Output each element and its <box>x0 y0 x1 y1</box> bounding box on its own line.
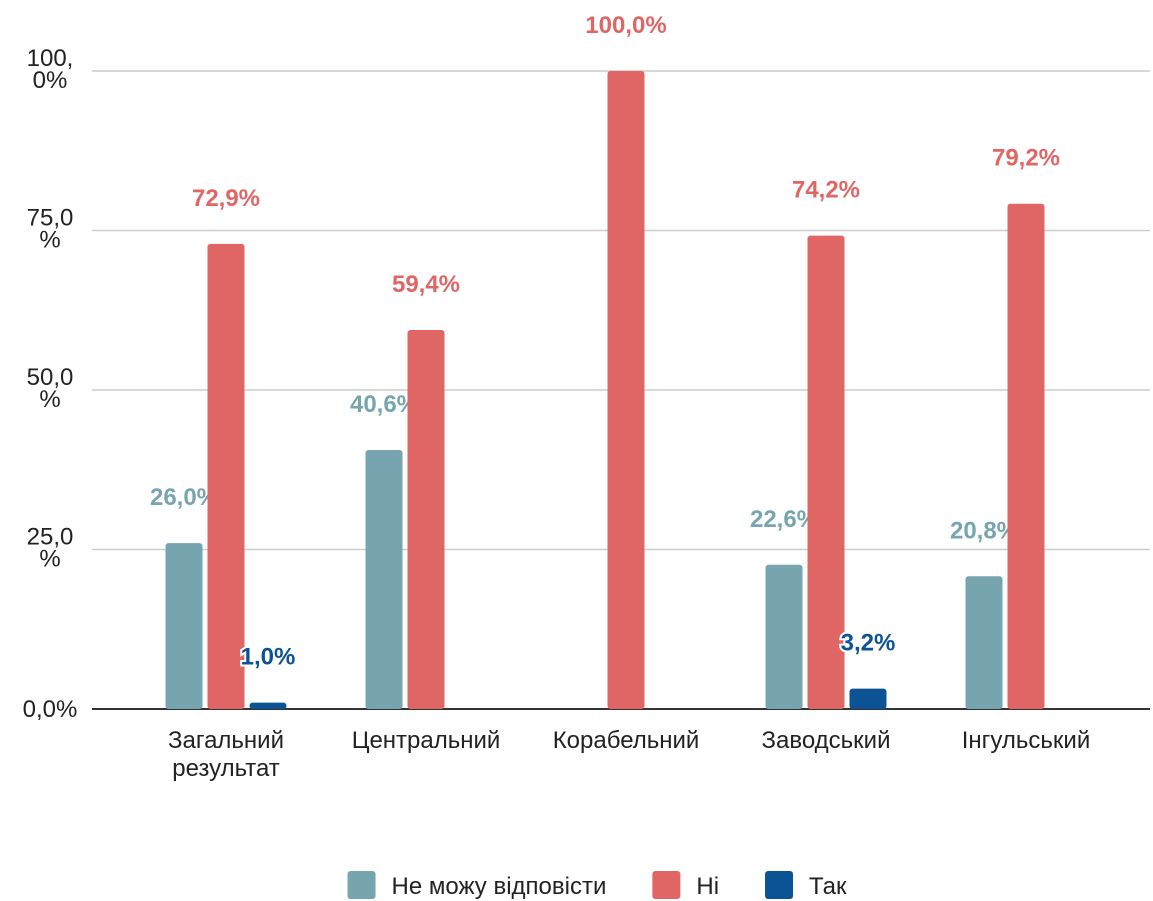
x-tick-label: Загальний результат <box>168 727 284 782</box>
y-tick-label: 0,0% <box>23 696 78 723</box>
value-label: 59,4% <box>392 271 460 298</box>
value-label: 79,2% <box>992 145 1060 172</box>
bar <box>1007 203 1045 710</box>
legend-swatch <box>765 871 794 899</box>
x-tick-label: Інгульський <box>962 727 1090 754</box>
y-tick-label: 100, 0% <box>27 45 74 94</box>
bar <box>207 243 245 709</box>
bar <box>607 71 645 709</box>
legend-label: Ні <box>696 873 719 900</box>
y-tick-label: 50,0% <box>27 364 74 413</box>
bar <box>165 543 203 709</box>
value-label: 3,2% <box>841 630 896 657</box>
bar <box>249 702 287 709</box>
value-label: 1,0% <box>241 644 296 671</box>
legend-label: Так <box>809 873 847 900</box>
bar <box>407 330 445 709</box>
legend-label: Не можу відповісти <box>392 873 607 900</box>
x-tick-label: Заводський <box>762 727 891 754</box>
x-tick-label: Центральний <box>352 727 501 754</box>
x-tick-label: Корабельний <box>553 727 700 754</box>
bar <box>965 576 1003 709</box>
value-label: 100,0% <box>585 12 666 39</box>
value-label: 72,9% <box>192 185 260 212</box>
bar <box>807 235 845 709</box>
y-tick-label: 25,0% <box>27 524 74 573</box>
legend-swatch <box>652 871 681 899</box>
bar <box>849 688 887 709</box>
y-tick-label: 75,0% <box>27 205 74 254</box>
bar <box>765 564 803 709</box>
bar <box>365 449 403 709</box>
legend: Не можу відповісти Ні Так <box>347 871 847 900</box>
legend-swatch <box>347 871 376 899</box>
value-label: 74,2% <box>792 177 860 204</box>
